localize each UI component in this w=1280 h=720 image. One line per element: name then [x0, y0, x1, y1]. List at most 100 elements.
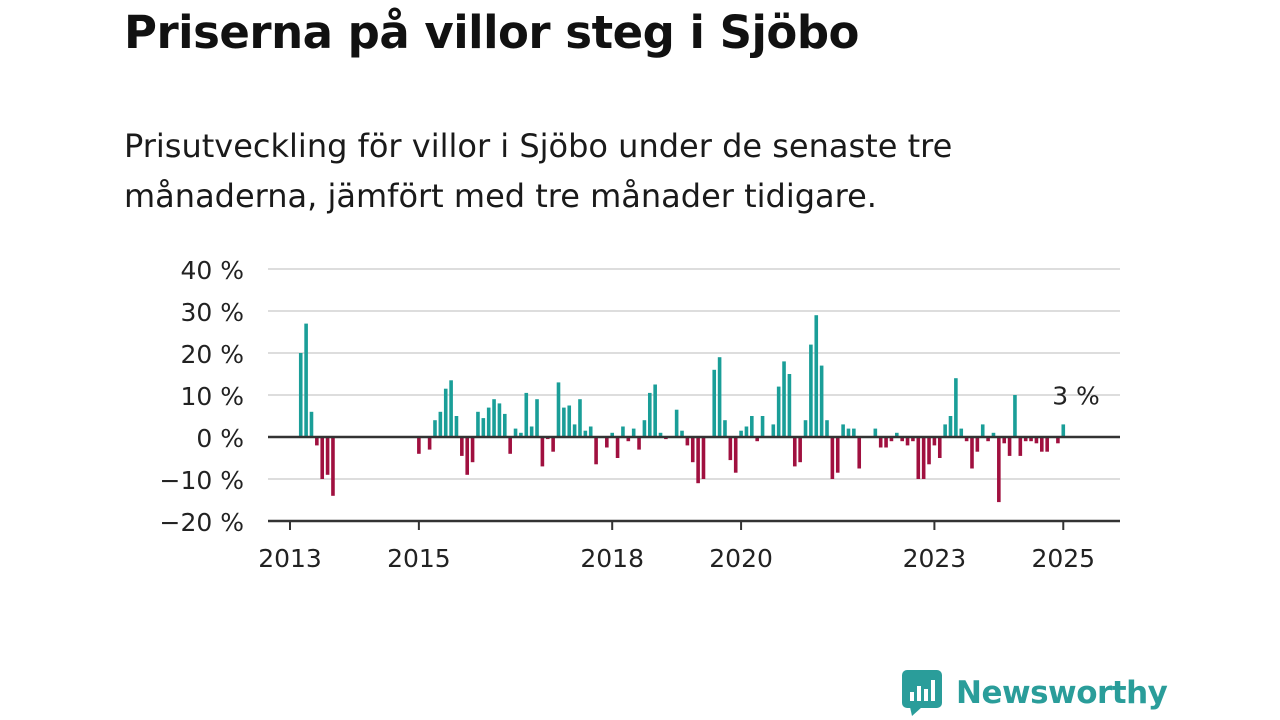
bar [733, 437, 738, 473]
bar [1045, 437, 1049, 452]
bar [1040, 437, 1044, 452]
bar [417, 437, 421, 454]
bar [690, 437, 695, 463]
bar [803, 420, 808, 437]
bar [744, 426, 749, 437]
bar [1061, 424, 1066, 437]
bar [304, 323, 308, 437]
bar [830, 437, 835, 479]
bar [1056, 437, 1060, 444]
bar [503, 413, 507, 437]
chart-subtitle: Prisutveckling för villor i Sjöbo under … [124, 127, 953, 215]
bar [701, 437, 706, 479]
brand-name: Newsworthy [956, 675, 1168, 711]
bar [696, 437, 700, 484]
x-tick-label: 2020 [709, 544, 773, 573]
x-tick-label: 2013 [258, 544, 322, 573]
bar [1018, 437, 1023, 456]
y-tick-label: −10 % [160, 466, 244, 495]
bar [433, 420, 437, 437]
bar [878, 437, 883, 448]
bar [642, 420, 647, 437]
bar [572, 424, 577, 437]
bar [497, 403, 502, 437]
bar [792, 437, 797, 467]
bar [637, 437, 641, 450]
bar [1007, 437, 1012, 456]
bar [997, 437, 1001, 503]
bar [578, 399, 582, 437]
bar [857, 437, 862, 469]
bar [631, 428, 636, 437]
bar [653, 384, 657, 437]
bar [454, 416, 459, 437]
bar [615, 437, 620, 458]
bar [927, 437, 931, 465]
bar [325, 437, 330, 475]
bar [916, 437, 921, 479]
bar [449, 380, 453, 437]
bar [846, 428, 851, 437]
y-tick-label: 0 % [196, 424, 244, 453]
bar [825, 420, 829, 437]
bar [712, 369, 717, 437]
y-tick-label: 10 % [180, 382, 244, 411]
bar [567, 405, 572, 437]
x-tick-label: 2015 [387, 544, 451, 573]
bar [937, 437, 942, 458]
bar [680, 430, 684, 437]
bar [986, 437, 990, 442]
bar [443, 388, 448, 437]
bar [782, 361, 786, 437]
bar [1034, 437, 1039, 444]
bar [438, 411, 443, 437]
bar [991, 432, 996, 437]
axes [268, 435, 1120, 523]
bar [486, 407, 491, 437]
bar [551, 437, 555, 452]
bar [835, 437, 840, 473]
bar [1029, 437, 1033, 442]
bar [873, 428, 878, 437]
y-tick-label: 40 % [180, 256, 244, 285]
grid-lines [268, 268, 1120, 480]
x-axis-ticks: 2013 2015 2018 2020 2023 2025 [258, 521, 1095, 573]
bar [841, 424, 845, 437]
bar [331, 437, 335, 496]
bar [980, 424, 985, 437]
bar [717, 357, 722, 437]
y-tick-label: 20 % [180, 340, 244, 369]
bar [674, 409, 679, 437]
annotations: 3 % [1052, 381, 1100, 410]
bar [760, 416, 765, 437]
bar [948, 416, 953, 437]
bar [911, 437, 915, 442]
bar [787, 374, 792, 437]
bar [921, 437, 926, 479]
bar [964, 437, 969, 442]
bar [1002, 437, 1007, 444]
bar [728, 437, 733, 461]
bar [315, 437, 319, 446]
bar [685, 437, 690, 446]
bar [481, 418, 486, 437]
bar [470, 437, 475, 463]
x-tick-label: 2023 [903, 544, 967, 573]
chart-title: Priserna på villor steg i Sjöbo [124, 6, 859, 59]
bar [954, 378, 958, 437]
bar [610, 432, 614, 437]
bar [970, 437, 974, 469]
bar [583, 430, 588, 437]
bar [621, 426, 625, 437]
bar [460, 437, 464, 456]
bar [562, 407, 566, 437]
bar [959, 428, 964, 437]
bar [465, 437, 470, 475]
bar [309, 411, 314, 437]
bar [852, 428, 856, 437]
bar [905, 437, 910, 446]
bar [427, 437, 432, 450]
bar [755, 437, 759, 442]
bar [588, 426, 593, 437]
